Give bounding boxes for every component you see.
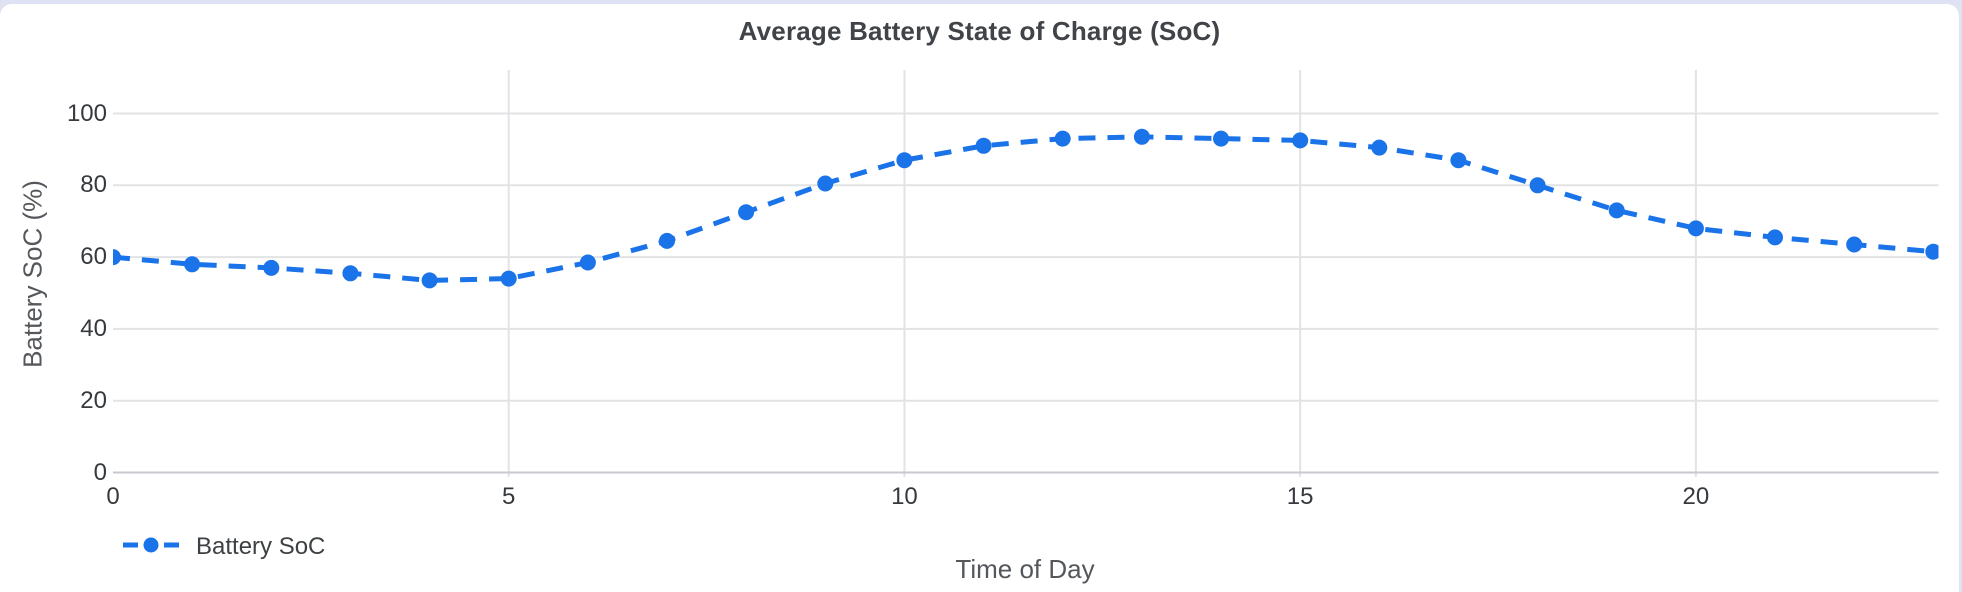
data-point[interactable] — [184, 256, 201, 273]
chart-card: Average Battery State of Charge (SoC) Ba… — [0, 4, 1959, 592]
data-point[interactable] — [817, 175, 834, 192]
line-chart-plot[interactable] — [0, 4, 1962, 592]
y-tick-label: 60 — [80, 243, 107, 271]
data-point[interactable] — [1213, 130, 1229, 147]
x-tick-label: 10 — [891, 483, 918, 510]
data-point[interactable] — [1925, 243, 1941, 260]
data-point[interactable] — [975, 137, 992, 154]
data-point[interactable] — [105, 249, 121, 266]
legend-line-marker-icon — [123, 537, 179, 553]
chart-title: Average Battery State of Charge (SoC) — [738, 16, 1221, 46]
data-point[interactable] — [1767, 229, 1783, 246]
data-point[interactable] — [421, 272, 438, 289]
data-point[interactable] — [1054, 130, 1071, 147]
data-point[interactable] — [1846, 236, 1863, 253]
data-point[interactable] — [1608, 202, 1625, 219]
data-point[interactable] — [1450, 152, 1467, 169]
x-tick-label: 5 — [502, 483, 516, 510]
series-line — [113, 134, 1934, 283]
data-point[interactable] — [579, 254, 596, 271]
data-point[interactable] — [263, 259, 280, 276]
series-battery-soc — [105, 128, 1941, 289]
y-tick-label: 40 — [80, 314, 107, 342]
y-tick-label: 100 — [66, 99, 107, 127]
x-tick-label: 0 — [106, 483, 120, 510]
data-point[interactable] — [659, 232, 675, 249]
gridlines-group — [113, 70, 1939, 477]
data-point[interactable] — [1687, 220, 1704, 237]
legend-item-battery-soc[interactable]: Battery SoC — [123, 532, 325, 562]
legend-series-label: Battery SoC — [196, 533, 326, 560]
y-tick-label: 0 — [93, 458, 107, 486]
data-point[interactable] — [1133, 128, 1150, 145]
data-point[interactable] — [738, 204, 755, 221]
y-tick-label: 20 — [80, 386, 107, 414]
x-axis-title: Time of Day — [955, 554, 1095, 584]
data-point[interactable] — [896, 152, 913, 169]
data-point[interactable] — [500, 270, 517, 287]
data-point[interactable] — [1371, 139, 1388, 156]
x-tick-label: 15 — [1286, 483, 1314, 510]
x-tick-label: 20 — [1682, 483, 1710, 510]
y-tick-label: 80 — [80, 171, 107, 199]
data-point[interactable] — [1292, 132, 1309, 149]
data-point[interactable] — [342, 265, 359, 282]
data-point[interactable] — [1529, 177, 1546, 194]
